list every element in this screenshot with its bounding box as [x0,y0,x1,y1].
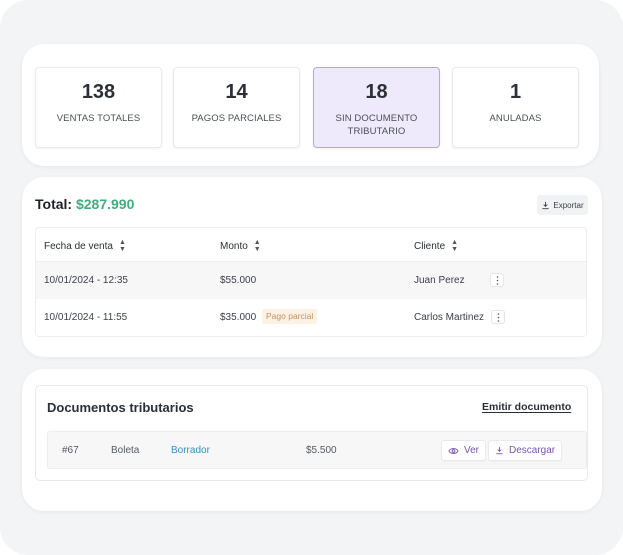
table-row[interactable]: 10/01/2024 - 12:35 $55.000 Juan Perez [36,262,586,299]
document-row: #67 Boleta Borrador $5.500 Ver Descargar [47,431,587,469]
partial-payment-badge: Pago parcial [262,309,318,324]
stat-value: 14 [225,81,248,103]
eye-icon [448,447,459,454]
sales-table: Fecha de venta ▲ ▼ Monto ▲ ▼ Cliente ▲ ▼ 10… [35,227,587,337]
stat-label: SIN DOCUMENTO TRIBUTARIO [335,113,418,137]
document-number: #67 [62,445,79,456]
row-menu-button[interactable] [490,273,504,287]
stat-card-ventas-totales[interactable]: 138 VENTAS TOTALES [35,67,162,148]
cell-date: 10/01/2024 - 11:55 [44,312,128,323]
stat-label: PAGOS PARCIALES [191,113,282,124]
download-icon [496,446,503,455]
cell-amount: $55.000 [220,275,257,286]
total-heading: Total: $287.990 [35,196,134,212]
view-button[interactable]: Ver [441,440,487,461]
download-label: Descargar [509,445,556,456]
row-menu-button[interactable] [491,310,505,324]
document-type: Boleta [111,445,140,456]
more-vertical-icon [496,275,498,285]
emit-document-link[interactable]: Emitir documento [482,401,572,413]
cell-client: Carlos Martinez [414,312,485,323]
more-vertical-icon [497,312,499,322]
stat-value: 138 [81,81,116,103]
document-status: Borrador [171,445,210,456]
export-label: Exportar [553,200,584,210]
export-button[interactable]: Exportar [537,195,588,215]
total-label: Total: [35,196,73,212]
document-amount: $5.500 [306,445,337,456]
table-row[interactable]: 10/01/2024 - 11:55 $35.000 Pago parcial … [36,299,586,336]
documents-title: Documentos tributarios [47,400,194,415]
sort-icon: ▲ ▼ [253,239,261,253]
sort-icon: ▲ ▼ [451,239,459,253]
stat-card-anuladas[interactable]: 1 ANULADAS [452,67,579,148]
view-label: Ver [464,445,480,456]
documents-panel: Documentos tributarios Emitir documento … [22,369,602,511]
column-label: Fecha de venta [44,240,113,252]
cell-client: Juan Perez [414,275,465,286]
stat-label: ANULADAS [489,113,542,124]
column-header-monto[interactable]: Monto ▲ ▼ [220,239,261,253]
table-header: Fecha de venta ▲ ▼ Monto ▲ ▼ Cliente ▲ ▼ [36,228,586,262]
column-label: Cliente [414,240,446,252]
sort-icon: ▲ ▼ [118,239,126,253]
stat-label: VENTAS TOTALES [56,113,141,124]
cell-amount: $35.000 [220,312,257,323]
documents-card: Documentos tributarios Emitir documento … [35,385,588,481]
total-amount: $287.990 [75,196,135,212]
column-header-cliente[interactable]: Cliente ▲ ▼ [414,239,458,253]
column-header-fecha[interactable]: Fecha de venta ▲ ▼ [44,239,126,253]
stat-card-sin-documento-tributario[interactable]: 18 SIN DOCUMENTO TRIBUTARIO [313,67,440,148]
stats-panel: 138 VENTAS TOTALES 14 PAGOS PARCIALES 18… [22,44,599,166]
cell-date: 10/01/2024 - 12:35 [44,275,128,286]
column-label: Monto [220,240,248,252]
stat-value: 18 [365,81,388,103]
download-button[interactable]: Descargar [488,440,563,461]
download-icon [542,201,550,209]
sales-panel: Total: $287.990 Exportar Fecha de venta … [22,177,602,357]
stat-value: 1 [509,81,522,103]
stat-card-pagos-parciales[interactable]: 14 PAGOS PARCIALES [173,67,300,148]
